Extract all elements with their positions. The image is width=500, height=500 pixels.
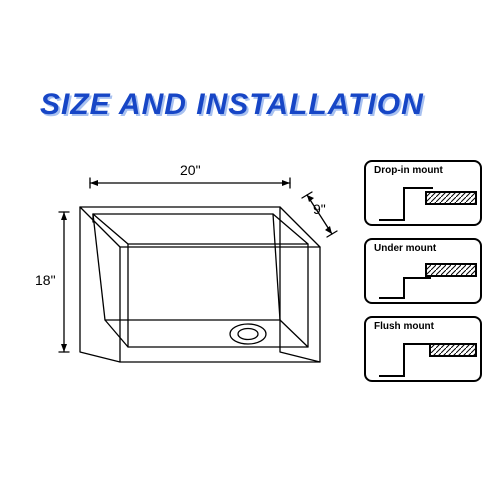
dim-height-label: 18" xyxy=(35,272,56,288)
mount-under: Under mount xyxy=(364,238,482,304)
sink-svg xyxy=(30,162,340,392)
mount-flush-icon xyxy=(366,318,484,384)
mount-options: Drop-in mount Under mount xyxy=(364,160,482,394)
dim-depth-label: 9" xyxy=(313,201,326,217)
dim-width-label: 20" xyxy=(180,162,201,178)
mount-under-icon xyxy=(366,240,484,306)
heading-text: SIZE AND INSTALLATION xyxy=(40,88,424,122)
mount-drop-in-icon xyxy=(366,162,484,228)
mount-flush: Flush mount xyxy=(364,316,482,382)
mount-drop-in: Drop-in mount xyxy=(364,160,482,226)
main-diagram-area: 20" 18" 9" xyxy=(0,150,500,420)
sink-diagram: 20" 18" 9" xyxy=(30,162,330,392)
